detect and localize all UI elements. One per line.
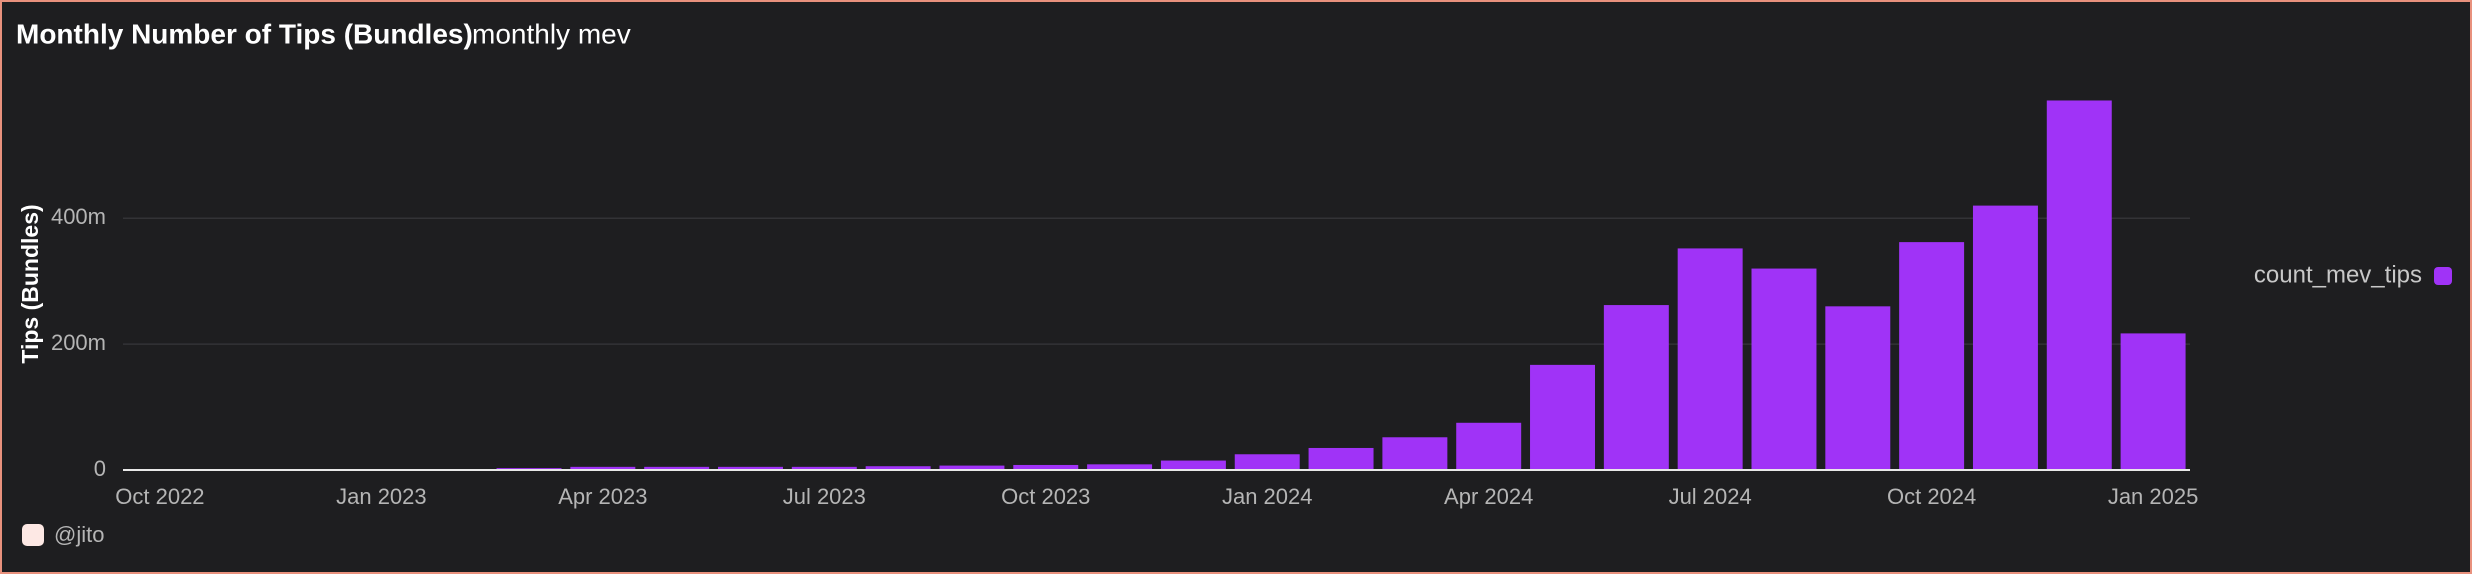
bar — [570, 466, 636, 470]
y-tick-label: 0 — [94, 456, 106, 481]
x-tick-label: Jul 2024 — [1669, 484, 1752, 509]
x-tick-label: Jan 2025 — [2108, 484, 2199, 509]
bar — [939, 465, 1005, 470]
x-tick-label: Apr 2023 — [558, 484, 647, 509]
footer-icon — [22, 524, 44, 546]
bar — [1013, 464, 1079, 470]
bar — [1382, 437, 1448, 470]
bar — [2046, 100, 2112, 470]
y-tick-label: 400m — [51, 204, 106, 229]
bar — [1530, 364, 1595, 470]
bar — [1603, 305, 1669, 470]
bar — [1160, 460, 1226, 470]
x-tick-label: Jul 2023 — [783, 484, 866, 509]
bar — [1087, 464, 1153, 470]
bar — [1751, 268, 1817, 470]
bar — [791, 466, 857, 470]
bar — [1677, 248, 1743, 470]
x-tick-label: Jan 2023 — [336, 484, 427, 509]
bar — [865, 466, 931, 470]
bar — [1899, 242, 1965, 470]
x-tick-label: Oct 2023 — [1001, 484, 1090, 509]
bar — [1825, 306, 1891, 470]
y-tick-label: 200m — [51, 330, 106, 355]
x-tick-label: Oct 2024 — [1887, 484, 1976, 509]
chart-subtitle: monthly mev — [472, 18, 631, 49]
x-tick-label: Apr 2024 — [1444, 484, 1533, 509]
bar — [1308, 447, 1374, 470]
bar — [1972, 205, 2038, 470]
chart-title: Monthly Number of Tips (Bundles) — [16, 18, 473, 49]
legend-swatch — [2434, 267, 2452, 285]
y-axis-label: Tips (Bundles) — [17, 204, 43, 363]
bar — [2120, 333, 2186, 470]
footer: @jito — [54, 522, 104, 547]
bar — [1456, 422, 1522, 470]
bar — [718, 466, 783, 470]
legend-label: count_mev_tips — [2254, 261, 2422, 288]
bar — [1234, 454, 1300, 470]
x-tick-label: Jan 2024 — [1222, 484, 1313, 509]
bar — [644, 466, 710, 470]
x-tick-label: Oct 2022 — [115, 484, 204, 509]
